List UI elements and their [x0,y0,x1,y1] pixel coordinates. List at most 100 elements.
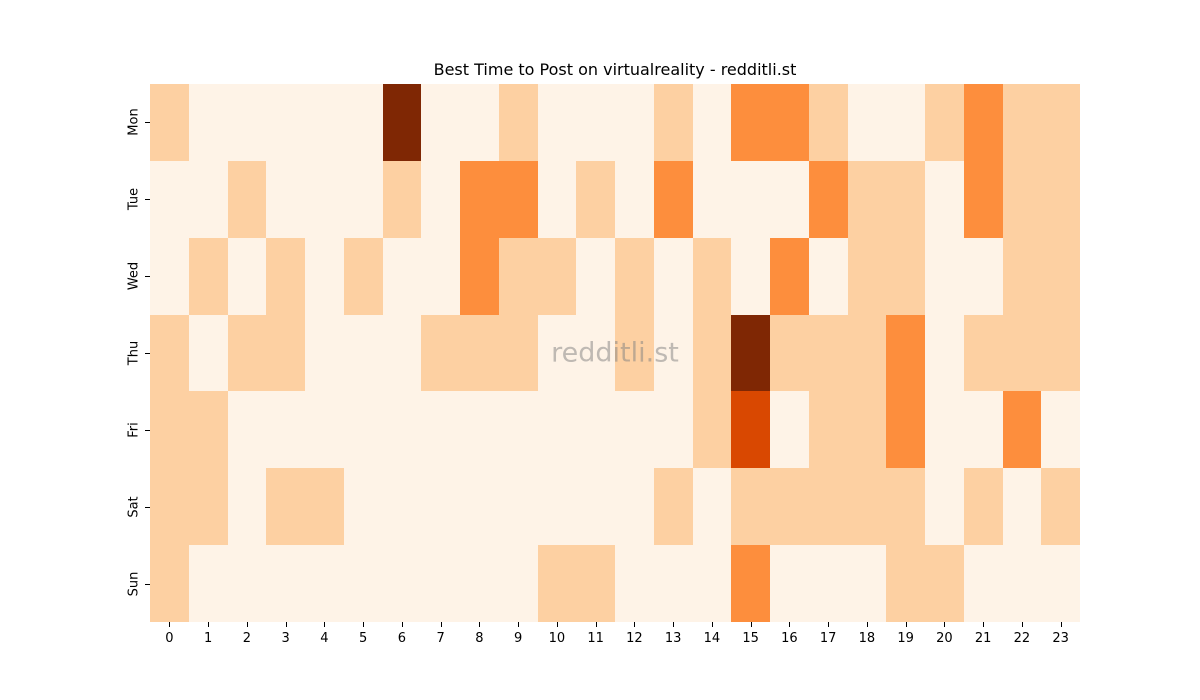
heatmap-cell [382,160,422,238]
heatmap-cell [963,314,1003,392]
heatmap-cell [615,314,654,392]
x-tick [285,622,287,627]
heatmap-cell [305,160,344,238]
heatmap-cell [537,314,577,392]
heatmap-cell [343,160,383,238]
heatmap-cell [615,84,654,161]
heatmap-cell [653,545,693,622]
heatmap-cell [692,84,732,161]
heatmap-cell [770,468,809,546]
heatmap-cell [537,391,577,469]
heatmap-cell [653,314,693,392]
heatmap-cell [460,84,499,161]
y-tick-label: Thu [126,340,142,366]
heatmap-cell [653,84,693,161]
y-tick [145,506,150,508]
heatmap-cell [615,545,654,622]
x-tick [673,622,675,627]
heatmap-cell [692,545,732,622]
x-tick-label: 9 [513,631,523,646]
x-tick [1021,622,1023,627]
heatmap-cell [150,314,189,392]
heatmap-cell [808,84,848,161]
heatmap-cell [731,391,770,469]
heatmap-cell [808,545,848,622]
heatmap-cell [615,391,654,469]
x-tick-label: 14 [703,631,721,646]
heatmap-cell [227,468,267,546]
heatmap-cell [1041,545,1080,622]
heatmap-cell [305,84,344,161]
heatmap-cell [653,237,693,315]
heatmap-cell [150,84,189,161]
heatmap-cell [382,391,422,469]
x-tick [208,622,210,627]
heatmap-cell [576,545,615,622]
heatmap-cell [692,468,732,546]
heatmap-cell [421,237,460,315]
x-tick [1060,622,1062,627]
heatmap-cell [770,314,809,392]
x-tick-label: 2 [242,631,252,646]
heatmap-cell [576,237,615,315]
x-tick-label: 22 [1013,631,1031,646]
heatmap-cell [847,468,887,546]
heatmap-cell [382,468,422,546]
watermark: redditli.st [551,337,679,369]
y-tick-label: Mon [126,108,142,137]
x-tick-label: 23 [1052,631,1069,646]
heatmap-cell [305,545,344,622]
x-tick-label: 3 [281,631,290,646]
x-tick [479,622,481,627]
heatmap-cell [498,391,538,469]
x-tick [828,622,830,627]
heatmap-cell [808,237,848,315]
heatmap-cell [963,468,1003,546]
heatmap-cell [1041,160,1080,238]
heatmap-cell [1041,84,1080,161]
heatmap-cell [925,468,964,546]
heatmap-cell [460,237,499,315]
x-tick-label: 1 [203,631,213,646]
heatmap-cell [1041,468,1080,546]
x-tick-label: 0 [165,631,174,646]
x-tick [595,622,597,627]
x-tick [983,622,985,627]
x-tick-label: 4 [320,631,329,646]
heatmap-cell [1002,545,1042,622]
heatmap-cell [731,545,770,622]
heatmap-cell [188,160,228,238]
x-tick [750,622,752,627]
x-tick-label: 20 [936,631,953,646]
heatmap-cell [188,314,228,392]
y-tick [145,122,150,124]
y-tick-label: Fri [126,422,142,438]
heatmap-cell [770,391,809,469]
heatmap-cell [1002,314,1042,392]
heatmap-cell [653,468,693,546]
heatmap-cell [692,237,732,315]
heatmap-cell [770,84,809,161]
heatmap-cell [150,237,189,315]
heatmap-cell [925,160,964,238]
x-tick-label: 11 [587,631,604,646]
heatmap-cell [886,84,925,161]
heatmap-cell [925,84,964,161]
heatmap-cell [770,237,809,315]
x-tick-label: 10 [548,631,566,646]
heatmap-cell [266,314,305,392]
heatmap-cell [227,391,267,469]
heatmap-cell [963,545,1003,622]
heatmap-cell [421,468,460,546]
heatmap-cell [150,468,189,546]
heatmap-cell [227,314,267,392]
heatmap-cell [576,468,615,546]
heatmap-cell [847,314,887,392]
heatmap-cell [460,468,499,546]
heatmap-cell [421,545,460,622]
y-tick [145,199,150,201]
heatmap-cell [343,468,383,546]
x-tick-label: 6 [397,631,407,646]
heatmap-cell [537,545,577,622]
heatmap-cell [925,391,964,469]
